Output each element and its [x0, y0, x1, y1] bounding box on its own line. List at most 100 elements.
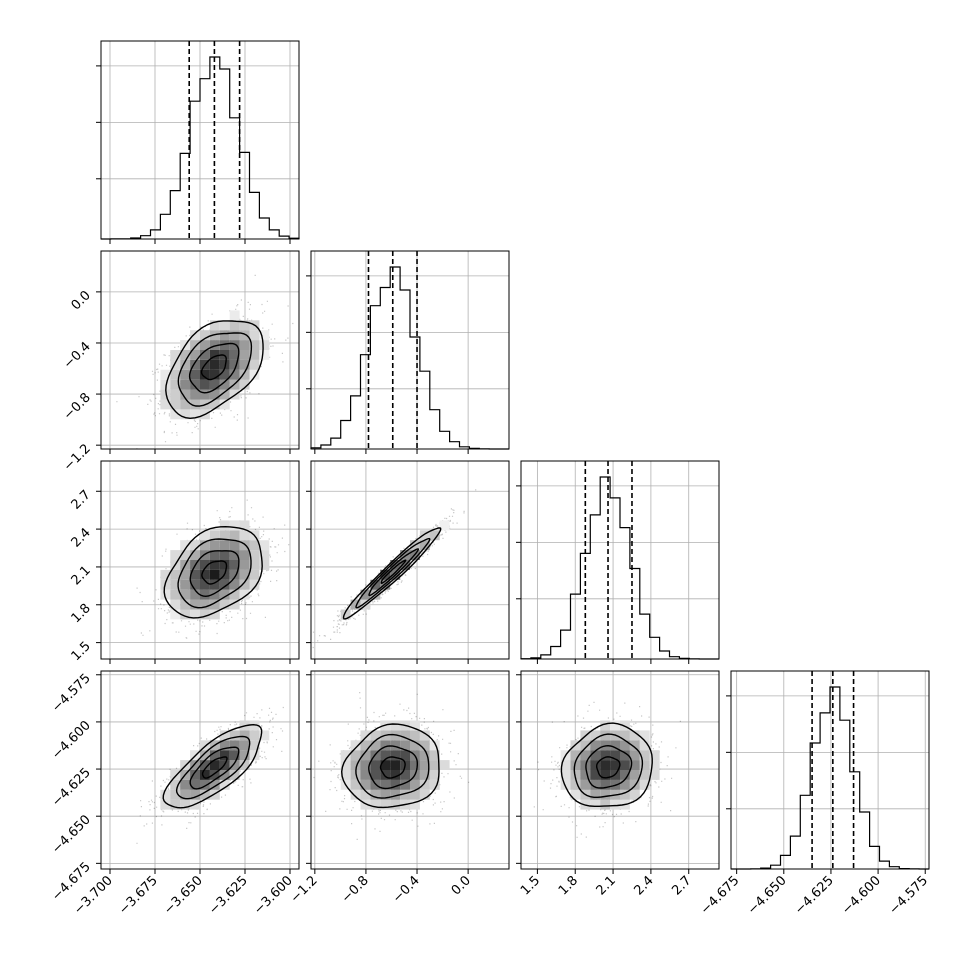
density-cell	[219, 369, 230, 380]
density-cell	[209, 379, 220, 390]
density-cell	[229, 550, 240, 560]
panel-content	[116, 274, 294, 449]
xtick-label: −0.4	[390, 873, 423, 906]
density-cell	[160, 399, 171, 410]
density-cell	[190, 399, 200, 410]
density-cell	[209, 399, 220, 410]
hist-panel-1	[306, 250, 510, 450]
density-cell	[229, 340, 240, 350]
ytick-label: 0.0	[69, 288, 94, 313]
density-cell	[249, 350, 260, 360]
density-cell	[370, 760, 381, 770]
density-cell	[590, 799, 601, 810]
contour-line	[201, 560, 228, 585]
density-cell	[229, 530, 240, 541]
density-cell	[419, 770, 430, 780]
panel-frame	[310, 670, 510, 870]
density-cell	[620, 750, 630, 761]
density-cell	[360, 740, 371, 751]
density-cell	[419, 760, 430, 770]
density-cell	[170, 569, 181, 580]
density-cell	[229, 740, 240, 751]
density-cell	[350, 779, 361, 790]
density-cell	[219, 540, 230, 551]
density-cell	[429, 770, 440, 780]
density-cell	[200, 589, 210, 600]
density-cell	[190, 340, 200, 350]
density-cell	[190, 770, 200, 780]
density-cell	[620, 770, 630, 780]
density-cell	[190, 550, 200, 560]
density-cell	[209, 550, 220, 560]
hist-step-line	[310, 266, 509, 450]
density-cell	[590, 750, 601, 761]
density-cell	[239, 560, 250, 570]
density-cell	[380, 760, 391, 770]
ytick-label: −4.650	[49, 812, 94, 857]
density-cell	[590, 789, 601, 800]
contour-line	[342, 527, 442, 620]
density-cell	[239, 579, 250, 590]
contour-line	[560, 722, 653, 807]
density-cell	[209, 569, 220, 580]
density-cell	[200, 540, 210, 551]
panel-content	[313, 692, 470, 840]
density-cell	[410, 779, 420, 790]
hist-step-line	[731, 686, 929, 870]
density-cell	[410, 740, 420, 751]
density-cell	[180, 399, 191, 410]
density-cell	[600, 740, 611, 751]
density-cell	[200, 340, 210, 350]
density-cell	[170, 399, 181, 410]
density-cell	[649, 750, 660, 761]
density-cell	[390, 770, 401, 780]
density-cell	[239, 740, 250, 751]
density-cell	[600, 720, 611, 731]
density-cell	[190, 599, 200, 610]
density-cell	[410, 760, 420, 770]
density-cell	[639, 760, 650, 770]
density-cell	[610, 760, 620, 770]
density-cell	[160, 799, 171, 810]
density-cell	[249, 540, 260, 551]
density-cell	[170, 599, 181, 610]
xtick-label: 2.7	[669, 873, 694, 898]
density-cell	[190, 409, 200, 420]
ytick-label: 1.5	[69, 639, 94, 664]
density-cell	[170, 379, 181, 390]
ytick-label: 2.1	[69, 563, 94, 588]
contour-line	[189, 550, 240, 598]
density-cell	[229, 569, 240, 580]
density-cell	[390, 740, 401, 751]
density-cell	[239, 589, 250, 600]
density-cell	[170, 369, 181, 380]
density-cell	[229, 310, 240, 321]
panel-1-0	[100, 250, 300, 450]
hist-panel-2	[516, 460, 720, 660]
density-cell	[219, 320, 230, 331]
density-cell	[239, 369, 250, 380]
contour-line	[340, 723, 440, 809]
xtick-label: −1.2	[288, 873, 321, 906]
density-cell	[350, 789, 361, 800]
density-cell	[180, 550, 191, 560]
xtick-label: −3.650	[161, 873, 206, 918]
panel-3-2	[520, 670, 720, 870]
contour-line	[177, 538, 252, 609]
density-cell	[600, 760, 611, 770]
density-cell	[419, 750, 430, 761]
density-cell	[410, 730, 420, 741]
density-cell	[580, 770, 591, 780]
density-cell	[190, 350, 200, 360]
xtick-label: −4.625	[792, 873, 837, 918]
density-cell	[259, 350, 270, 360]
hist-step-line	[520, 476, 719, 660]
density-cell	[360, 789, 371, 800]
density-cell	[610, 740, 620, 751]
panel-frame	[520, 670, 720, 870]
density-cell	[239, 379, 250, 390]
density-cell	[580, 779, 591, 790]
density-cell	[160, 389, 171, 400]
density-cell	[209, 530, 220, 541]
